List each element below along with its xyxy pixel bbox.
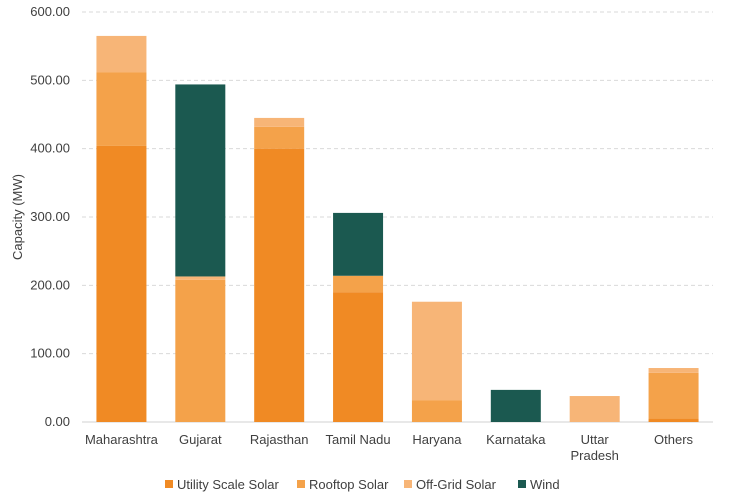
bar-segment: [175, 84, 226, 277]
bar-segment: [569, 396, 620, 422]
legend-swatch: [165, 480, 173, 488]
legend-label: Utility Scale Solar: [177, 477, 280, 492]
bar-segment: [96, 72, 147, 146]
bar-segment: [96, 35, 147, 73]
bars: [96, 35, 699, 422]
x-axis-ticks: Maharashtra Gujarat Rajasthan Tamil Nadu Har…: [85, 432, 694, 463]
x-tick-label: Gujarat: [179, 432, 222, 447]
bar-segment: [333, 212, 384, 276]
y-tick-label: 300.00: [30, 209, 70, 224]
bar-segment: [648, 418, 699, 422]
bar-segment: [490, 389, 541, 422]
bar-segment: [96, 145, 147, 422]
bar-segment: [648, 372, 699, 419]
y-tick-label: 100.00: [30, 346, 70, 361]
bar-segment: [648, 368, 699, 373]
legend-swatch: [297, 480, 305, 488]
y-axis-label: Capacity (MW): [10, 174, 25, 260]
bar-segment: [333, 275, 384, 293]
y-axis-ticks: 0.00 100.00 200.00 300.00 400.00 500.00 600.00: [30, 4, 70, 429]
legend-swatch: [404, 480, 412, 488]
legend: Utility Scale Solar Rooftop Solar Off-Grid…: [165, 477, 560, 492]
bar-segment: [411, 400, 462, 422]
y-tick-label: 0.00: [45, 414, 70, 429]
x-tick-label: Haryana: [412, 432, 462, 447]
x-tick-label: Rajasthan: [250, 432, 309, 447]
bar-segment: [411, 301, 462, 401]
y-tick-label: 600.00: [30, 4, 70, 19]
bar-segment: [254, 117, 305, 127]
x-tick-label: Tamil Nadu: [326, 432, 391, 447]
bar-segment: [175, 279, 226, 422]
x-tick-label: Uttar Pradesh: [570, 432, 618, 463]
y-tick-label: 400.00: [30, 141, 70, 156]
legend-label: Off-Grid Solar: [416, 477, 497, 492]
bar-segment: [175, 276, 226, 280]
legend-label: Rooftop Solar: [309, 477, 389, 492]
bar-segment: [254, 126, 305, 149]
bar-segment: [254, 148, 305, 422]
legend-label: Wind: [530, 477, 560, 492]
bar-segment: [333, 292, 384, 422]
y-tick-label: 200.00: [30, 277, 70, 292]
x-tick-label: Others: [654, 432, 694, 447]
x-tick-label: Karnataka: [486, 432, 546, 447]
legend-swatch: [518, 480, 526, 488]
y-tick-label: 500.00: [30, 72, 70, 87]
x-tick-label: Maharashtra: [85, 432, 159, 447]
